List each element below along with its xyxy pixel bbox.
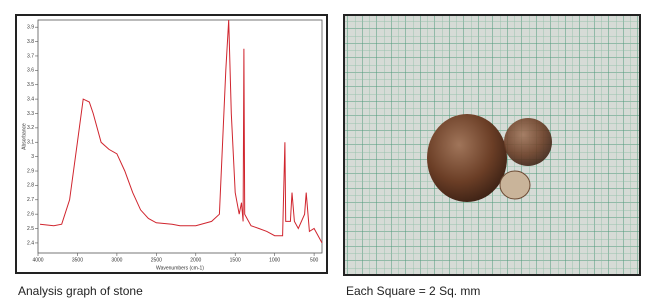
- chart: 3.9 3.8 3.7 3.6 3.5 3.4 3.3 3.2 3.1 3 2.9 2.8 2.7 2.6…: [0, 0, 645, 308]
- y-tick-label: 2.7: [27, 197, 34, 203]
- y-tick-label: 2.8: [27, 183, 34, 189]
- x-tick-label: 1000: [269, 257, 280, 263]
- y-tick-label: 3.7: [27, 53, 34, 59]
- y-tick-label: 3: [31, 154, 34, 160]
- x-tick-label: 4000: [32, 257, 43, 263]
- left-caption: Analysis graph of stone: [18, 284, 143, 298]
- x-tick-label: 3500: [72, 257, 83, 263]
- x-tick-label: 3000: [111, 257, 122, 263]
- y-tick-label: 2.6: [27, 211, 34, 217]
- x-tick-label: 1500: [230, 257, 241, 263]
- x-tick-label: 500: [310, 257, 319, 263]
- y-tick-label: 3.4: [27, 96, 34, 102]
- y-tick-label: 3.5: [27, 82, 34, 88]
- y-tick-label: 3.6: [27, 68, 34, 74]
- x-axis-title: Wavenumbers (cm-1): [156, 265, 204, 271]
- x-tick-label: 2000: [190, 257, 201, 263]
- y-tick-label: 3.8: [27, 39, 34, 45]
- y-tick-label: 2.5: [27, 226, 34, 232]
- chart-frame: [16, 15, 327, 273]
- y-tick-label: 3.3: [27, 111, 34, 117]
- x-tick-label: 2500: [151, 257, 162, 263]
- y-tick-label: 2.4: [27, 240, 34, 246]
- y-tick-label: 2.9: [27, 168, 34, 174]
- stone-photo: [344, 15, 640, 275]
- y-tick-label: 3.1: [27, 140, 34, 146]
- y-tick-label: 3.9: [27, 25, 34, 31]
- right-caption: Each Square = 2 Sq. mm: [346, 284, 480, 298]
- y-tick-label: 3.2: [27, 125, 34, 131]
- y-axis-title: Absorbance: [21, 123, 27, 150]
- figure: 3.9 3.8 3.7 3.6 3.5 3.4 3.3 3.2 3.1 3 2.9 2.8 2.7 2.6…: [0, 0, 645, 308]
